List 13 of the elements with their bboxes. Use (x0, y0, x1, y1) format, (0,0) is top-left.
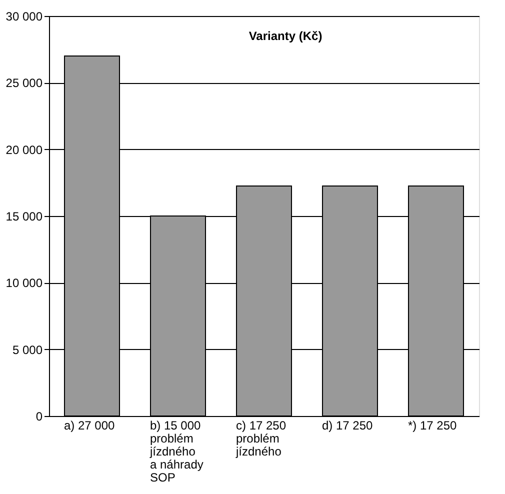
y-tick-label: 10 000 (6, 276, 43, 290)
x-tick-label: d) 17 250 (322, 418, 374, 432)
x-tick-label: *) 17 250 (408, 418, 458, 432)
y-tick-label: 30 000 (6, 10, 43, 24)
text: Varianty (Kč) (248, 29, 322, 43)
y-tick-label: 15 000 (6, 210, 43, 224)
y-tick-label: 0 (36, 410, 43, 424)
x-tick-label: b) 15 000 problém jízdného a náhrady SOP (149, 418, 204, 484)
y-tick-label: 20 000 (6, 142, 43, 157)
x-tick-label: c) 17 250 problém jízdného (235, 418, 286, 458)
y-tick-label: 25 000 (6, 76, 43, 90)
x-tick-label: a) 27 000 (64, 418, 116, 432)
y-tick-label: 5 000 (12, 342, 43, 357)
